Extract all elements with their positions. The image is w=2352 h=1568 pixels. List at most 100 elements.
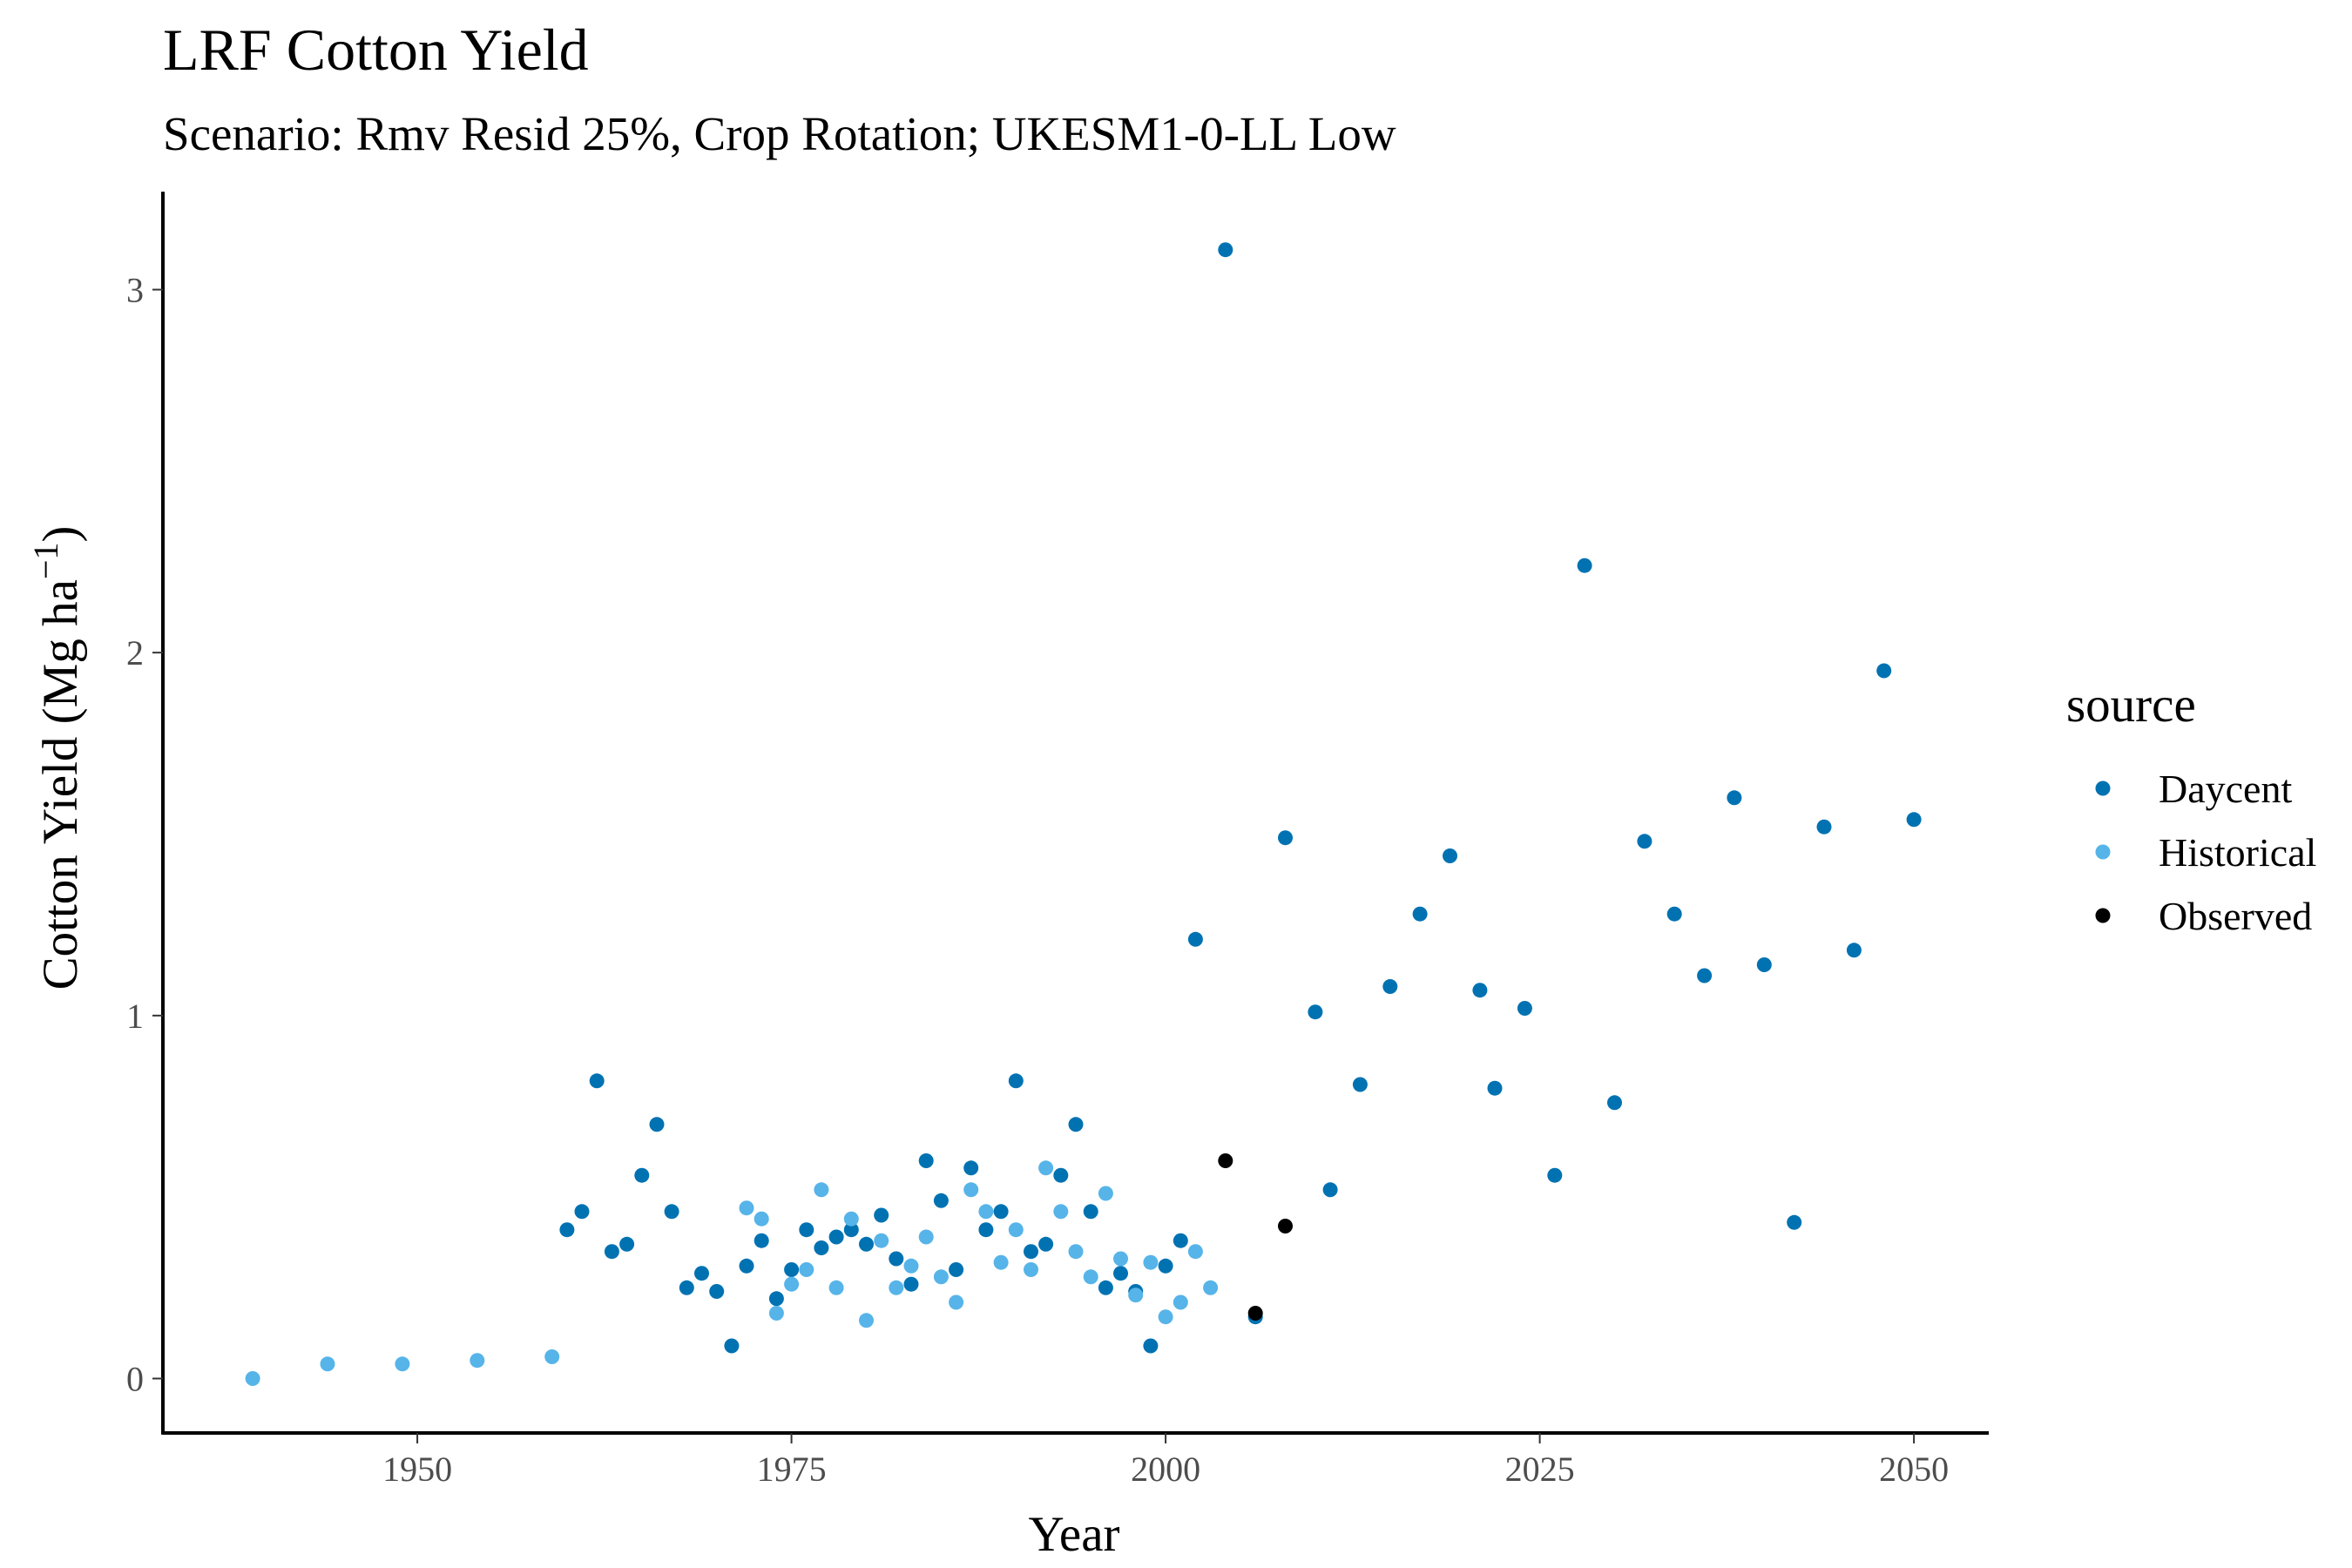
legend-label-daycent: Daycent (2159, 767, 2292, 811)
point-historical (768, 1306, 784, 1321)
point-daycent (889, 1251, 904, 1267)
point-daycent (739, 1258, 754, 1274)
x-tick-label: 2050 (1879, 1450, 1949, 1489)
point-daycent (814, 1240, 829, 1255)
point-historical (1113, 1251, 1128, 1267)
point-historical (1128, 1288, 1144, 1303)
point-daycent (993, 1204, 1009, 1220)
x-tick-label: 1975 (757, 1450, 827, 1489)
point-daycent (859, 1236, 874, 1252)
point-historical (903, 1258, 919, 1274)
point-daycent (1412, 906, 1428, 922)
point-daycent (963, 1160, 979, 1176)
x-axis-title: Year (1028, 1507, 1119, 1562)
point-daycent (709, 1284, 725, 1299)
point-daycent (1322, 1182, 1338, 1198)
point-daycent (949, 1262, 964, 1277)
legend-title: source (2066, 678, 2196, 733)
point-daycent (589, 1073, 605, 1089)
point-historical (993, 1254, 1009, 1270)
point-daycent (1024, 1244, 1038, 1260)
point-daycent (1666, 906, 1682, 922)
ticks-layer: 1950 1975 2000 2025 2050 0 1 2 3 (126, 271, 1949, 1490)
point-historical (395, 1356, 410, 1372)
point-daycent (1607, 1095, 1622, 1111)
point-daycent (1278, 830, 1293, 846)
point-daycent (1472, 983, 1488, 998)
point-historical (1158, 1309, 1173, 1325)
point-daycent (1083, 1204, 1098, 1220)
point-daycent (828, 1229, 844, 1245)
legend-label-historical: Historical (2159, 830, 2316, 875)
point-historical (814, 1182, 829, 1198)
x-tick-label: 2025 (1505, 1450, 1575, 1489)
point-historical (799, 1262, 814, 1277)
point-daycent (1487, 1080, 1503, 1096)
legend: source Daycent Historical Observed (2066, 678, 2316, 938)
point-daycent (843, 1222, 859, 1238)
point-daycent (1098, 1280, 1113, 1295)
point-daycent (1038, 1236, 1054, 1252)
legend-key-observed (2095, 908, 2111, 923)
point-observed (1278, 1219, 1293, 1233)
point-daycent (1008, 1073, 1024, 1089)
point-daycent (1218, 242, 1233, 258)
point-daycent (1143, 1338, 1159, 1354)
point-historical (889, 1280, 904, 1295)
point-historical (544, 1349, 560, 1364)
x-tick-label: 1950 (382, 1450, 452, 1489)
point-daycent (1352, 1077, 1368, 1092)
point-historical (828, 1280, 844, 1295)
point-daycent (1846, 943, 1862, 958)
point-daycent (1053, 1167, 1069, 1183)
point-daycent (1906, 812, 1922, 828)
chart-subtitle: Scenario: Rmv Resid 25%, Crop Rotation; … (163, 107, 1396, 160)
point-daycent (1382, 979, 1398, 994)
point-daycent (933, 1193, 949, 1208)
point-daycent (1756, 957, 1772, 972)
point-historical (1083, 1269, 1098, 1285)
point-daycent (679, 1280, 694, 1295)
point-historical (1143, 1254, 1159, 1270)
point-daycent (1816, 819, 1832, 835)
point-historical (470, 1353, 485, 1369)
point-daycent (1113, 1266, 1128, 1281)
point-daycent (1443, 848, 1457, 863)
axes-layer (161, 192, 1989, 1435)
point-daycent (1068, 1117, 1084, 1132)
point-daycent (664, 1204, 679, 1220)
x-tick-label: 2000 (1131, 1450, 1200, 1489)
point-daycent (1517, 1001, 1532, 1016)
y-axis-title-superscript: −1 (26, 543, 65, 580)
point-daycent (874, 1207, 889, 1223)
point-daycent (559, 1222, 575, 1238)
point-historical (978, 1204, 994, 1220)
point-daycent (1787, 1214, 1802, 1230)
point-daycent (694, 1266, 709, 1281)
point-historical (739, 1200, 754, 1216)
point-daycent (1637, 834, 1652, 849)
point-historical (933, 1269, 949, 1285)
point-historical (1203, 1280, 1219, 1295)
point-daycent (1876, 663, 1892, 679)
legend-key-historical (2095, 844, 2111, 860)
point-daycent (649, 1117, 665, 1132)
point-historical (1008, 1222, 1024, 1238)
point-historical (245, 1371, 260, 1386)
point-daycent (1727, 790, 1742, 806)
point-historical (1098, 1186, 1113, 1201)
point-daycent (918, 1153, 934, 1168)
point-daycent (784, 1262, 800, 1277)
y-tick-label: 1 (126, 997, 144, 1036)
point-historical (918, 1229, 934, 1245)
point-historical (1024, 1262, 1038, 1277)
point-daycent (724, 1338, 740, 1354)
legend-key-daycent (2095, 781, 2111, 796)
point-observed (1247, 1306, 1263, 1321)
point-historical (949, 1294, 964, 1310)
point-daycent (903, 1276, 919, 1292)
point-historical (1053, 1204, 1069, 1220)
y-tick-label: 3 (126, 271, 144, 310)
point-daycent (1577, 558, 1592, 573)
